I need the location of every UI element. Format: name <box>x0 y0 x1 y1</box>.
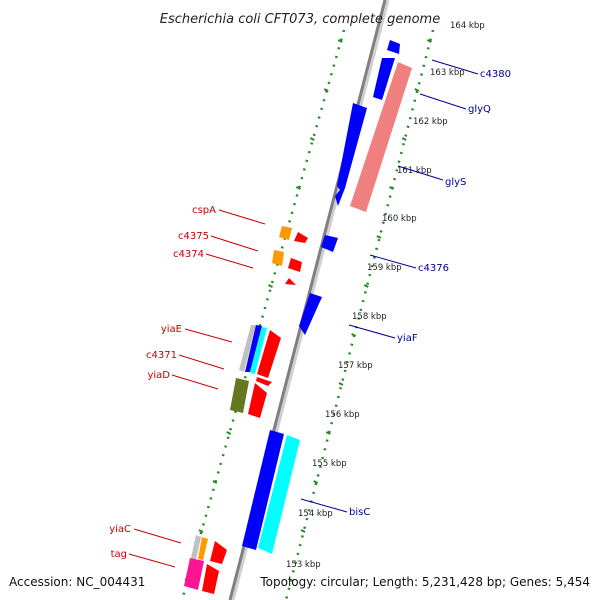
right-major-tick <box>338 382 344 386</box>
gene-glyQ-arrow[interactable] <box>373 58 395 100</box>
gene-label-c4380[interactable]: c4380 <box>480 69 511 80</box>
gene-tag-magenta[interactable] <box>184 558 204 590</box>
leader-c4375 <box>210 235 259 252</box>
gene-yiaE-blue[interactable] <box>245 325 262 372</box>
left-major-tick <box>198 529 204 533</box>
gene-yiaC-red[interactable] <box>210 541 227 564</box>
gene-cspA-red[interactable] <box>294 232 308 243</box>
gene-cspA-arrow[interactable] <box>279 226 292 240</box>
gene-glyS-arrow[interactable] <box>350 62 412 212</box>
gene-yiaD-red[interactable] <box>248 383 267 418</box>
gene-c4380-arrow[interactable] <box>387 40 400 54</box>
map-title: Escherichia coli CFT073, complete genome <box>160 12 440 27</box>
gene-label-glyS[interactable]: glyS <box>445 177 466 188</box>
gene-c4371-arrow[interactable] <box>256 377 272 386</box>
right-major-tick <box>351 333 357 337</box>
leader-yiaF <box>348 324 396 339</box>
left-major-tick <box>268 284 273 288</box>
right-major-tick <box>313 480 319 484</box>
kbp-label-162: 162 kbp <box>413 117 448 127</box>
gene-label-c4375[interactable]: c4375 <box>178 231 209 242</box>
gene-yiaC-gray[interactable] <box>191 535 201 560</box>
right-major-tick <box>300 529 306 533</box>
right-major-tick <box>376 235 382 239</box>
kbp-label-159: 159 kbp <box>367 263 402 273</box>
gene-c4376-arrow[interactable] <box>321 235 338 252</box>
gene-yiaF-arrow[interactable] <box>299 293 322 335</box>
gene-tag-red[interactable] <box>202 564 219 594</box>
kbp-label-157: 157 kbp <box>338 361 373 371</box>
gene-label-yiaC[interactable]: yiaC <box>109 524 131 535</box>
gene-label-yiaF[interactable]: yiaF <box>397 333 418 344</box>
gene-label-yiaD[interactable]: yiaD <box>147 370 170 381</box>
gene-label-c4376[interactable]: c4376 <box>418 263 449 274</box>
gene-label-bisC[interactable]: bisC <box>349 507 370 518</box>
gene-bisC-block-blue[interactable] <box>242 430 284 550</box>
leader-tag <box>128 553 176 568</box>
gene-label-yiaE[interactable]: yiaE <box>161 324 182 335</box>
gene-label-c4374[interactable]: c4374 <box>173 249 204 260</box>
right-major-tick <box>363 284 369 288</box>
left-major-tick <box>337 39 343 43</box>
gene-label-c4371[interactable]: c4371 <box>146 350 177 361</box>
right-major-tick <box>426 39 432 43</box>
gene-c4374-arrow[interactable] <box>285 278 296 285</box>
leader-c4380 <box>431 59 479 75</box>
gene-yiaC-orange[interactable] <box>198 537 208 560</box>
kbp-label-163: 163 kbp <box>430 68 465 78</box>
right-major-tick <box>325 431 331 435</box>
leader-glyS <box>397 165 444 181</box>
leader-c4376 <box>369 254 417 269</box>
left-major-tick <box>212 480 218 484</box>
left-major-tick <box>226 431 232 435</box>
leader-yiaE <box>184 328 233 343</box>
gene-yiaE-red[interactable] <box>257 330 281 378</box>
gene-bisC-block-cyan[interactable] <box>258 435 300 554</box>
right-major-tick <box>414 88 420 92</box>
kbp-label-160: 160 kbp <box>382 214 417 224</box>
accession-label: Accession: NC_004431 <box>9 575 145 589</box>
leader-c4374 <box>205 253 254 269</box>
leader-cspA <box>218 209 266 225</box>
gene-yiaD-olive[interactable] <box>230 378 249 413</box>
leader-glyQ <box>419 93 467 110</box>
gene-c4375-red[interactable] <box>288 258 302 272</box>
right-major-tick <box>401 137 407 141</box>
leader-yiaC <box>133 528 182 544</box>
gene-label-tag[interactable]: tag <box>111 549 127 560</box>
right-major-tick <box>287 578 293 582</box>
leader-c4371 <box>178 354 225 370</box>
kbp-label-155: 155 kbp <box>312 459 347 469</box>
kbp-label-156: 156 kbp <box>325 410 360 420</box>
right-major-tick <box>389 186 394 190</box>
leader-bisC <box>300 498 348 513</box>
gene-c4375-arrow[interactable] <box>272 250 284 266</box>
gene-yiaE-cyan[interactable] <box>250 327 267 374</box>
gene-label-glyQ[interactable]: glyQ <box>468 104 491 115</box>
left-major-tick <box>309 137 315 141</box>
kbp-label-164: 164 kbp <box>450 21 485 31</box>
left-major-tick <box>295 186 301 190</box>
left-major-tick <box>323 88 329 92</box>
gene-label-cspA[interactable]: cspA <box>192 205 216 216</box>
kbp-label-154: 154 kbp <box>298 509 333 519</box>
kbp-label-153: 153 kbp <box>286 560 321 570</box>
leader-yiaD <box>171 374 219 390</box>
gene-glyQ-block[interactable] <box>335 103 367 206</box>
topology-label: Topology: circular; Length: 5,231,428 bp… <box>259 575 590 589</box>
gene-yiaE-gray[interactable] <box>239 325 256 372</box>
kbp-label-158: 158 kbp <box>352 312 387 322</box>
